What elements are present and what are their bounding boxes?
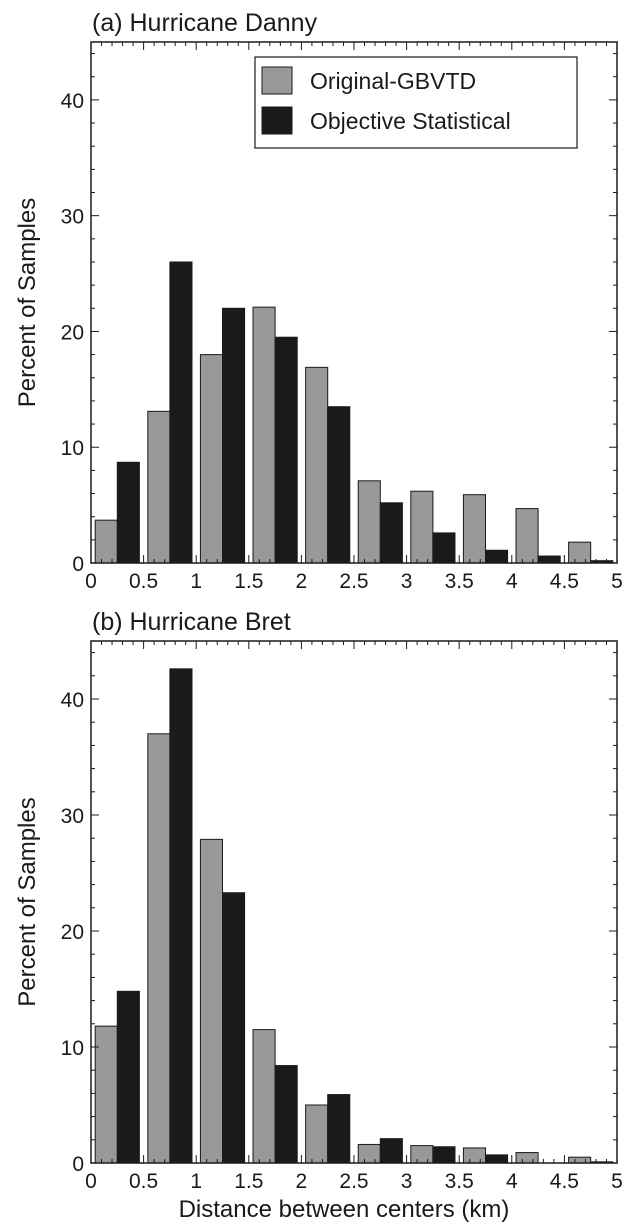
x-tick-label: 3.5	[445, 1170, 474, 1193]
legend-label: Objective Statistical	[310, 108, 511, 134]
bar	[357, 480, 381, 564]
bar	[305, 1104, 329, 1164]
bar	[252, 1029, 276, 1164]
x-tick-label: 4	[506, 570, 518, 593]
legend-label: Original-GBVTD	[310, 68, 476, 94]
bar	[305, 366, 329, 564]
bars	[94, 261, 614, 564]
bar	[379, 1138, 403, 1164]
bar	[147, 733, 171, 1164]
x-tick-label: 4	[506, 1170, 518, 1193]
bar	[169, 668, 193, 1164]
bar	[462, 494, 487, 564]
y-tick-label: 10	[61, 437, 84, 460]
bar	[199, 838, 224, 1164]
y-tick-label: 0	[72, 553, 84, 576]
bar	[327, 406, 351, 564]
bar	[147, 410, 171, 564]
bar	[357, 1143, 381, 1164]
bar	[199, 354, 224, 564]
x-tick-label: 3	[401, 570, 413, 593]
x-tick-label: 4.5	[550, 1170, 579, 1193]
bar	[169, 261, 193, 564]
bar	[432, 1146, 456, 1164]
bar	[515, 1152, 539, 1164]
x-tick-label: 1.5	[234, 1170, 263, 1193]
bar	[116, 461, 140, 564]
bar	[515, 508, 539, 564]
bar	[537, 555, 561, 564]
y-tick-label: 30	[61, 805, 84, 828]
x-tick-label: 0	[85, 1170, 97, 1193]
bar	[379, 502, 403, 564]
y-tick-label: 20	[61, 321, 84, 344]
x-axis: 0 0.5 1 1.5 2 2.5 3 3.5 4 4.5 5	[85, 641, 623, 1193]
legend-swatch	[261, 106, 293, 135]
x-tick-label: 1.5	[234, 570, 263, 593]
x-tick-label: 3	[401, 1170, 413, 1193]
panel-title: (b) Hurricane Bret	[92, 608, 291, 636]
x-tick-label: 5	[611, 1170, 623, 1193]
y-tick-label: 20	[61, 921, 84, 944]
bar	[485, 549, 509, 564]
x-tick-label: 4.5	[550, 570, 579, 593]
panel-title: (a) Hurricane Danny	[92, 9, 318, 37]
x-tick-label: 1	[190, 570, 202, 593]
x-tick-label: 2	[296, 1170, 308, 1193]
bar	[116, 990, 140, 1164]
x-tick-label: 0.5	[129, 1170, 158, 1193]
y-axis: 0 10 20 30 40	[61, 53, 617, 576]
x-tick-label: 2	[296, 570, 308, 593]
x-tick-label: 5	[611, 570, 623, 593]
bar	[94, 519, 118, 564]
y-axis-label: Percent of Samples	[14, 198, 41, 407]
x-tick-label: 3.5	[445, 570, 474, 593]
x-tick-label: 2.5	[339, 1170, 368, 1193]
bar	[568, 1156, 592, 1164]
legend: Original-GBVTD Objective Statistical	[254, 56, 578, 149]
bar	[252, 306, 276, 564]
y-tick-label: 10	[61, 1037, 84, 1060]
y-tick-label: 40	[61, 90, 84, 113]
bar	[222, 307, 246, 564]
bar	[274, 336, 298, 564]
bar	[568, 541, 592, 564]
bar	[222, 892, 246, 1164]
y-axis: 0 10 20 30 40	[61, 652, 617, 1176]
bar	[462, 1147, 487, 1164]
legend-swatch	[261, 66, 293, 95]
legend-box	[254, 56, 578, 149]
bar	[410, 1145, 434, 1164]
y-tick-label: 30	[61, 206, 84, 229]
y-axis-label: Percent of Samples	[14, 797, 41, 1006]
y-tick-label: 40	[61, 689, 84, 712]
x-tick-label: 1	[190, 1170, 202, 1193]
bar	[485, 1154, 509, 1164]
x-axis-label: Distance between centers (km)	[179, 1196, 510, 1223]
x-tick-label: 0	[85, 570, 97, 593]
bar	[327, 1094, 351, 1164]
bars	[94, 668, 614, 1164]
x-tick-label: 0.5	[129, 570, 158, 593]
bar	[274, 1065, 298, 1164]
bar	[432, 532, 456, 564]
x-tick-label: 2.5	[339, 570, 368, 593]
y-tick-label: 0	[72, 1153, 84, 1176]
chart-panel-b: 0 0.5 1 1.5 2 2.5 3 3.5 4 4.5 5 0 10 20 30 40 Percent of…	[14, 608, 623, 1223]
x-axis: 0 0.5 1 1.5 2 2.5 3 3.5 4 4.5 5	[85, 42, 623, 593]
bar	[410, 490, 434, 564]
chart-panel-a: 0 0.5 1 1.5 2 2.5 3 3.5 4 4.5 5 0 10 20 30 40 Percent of…	[14, 9, 623, 593]
